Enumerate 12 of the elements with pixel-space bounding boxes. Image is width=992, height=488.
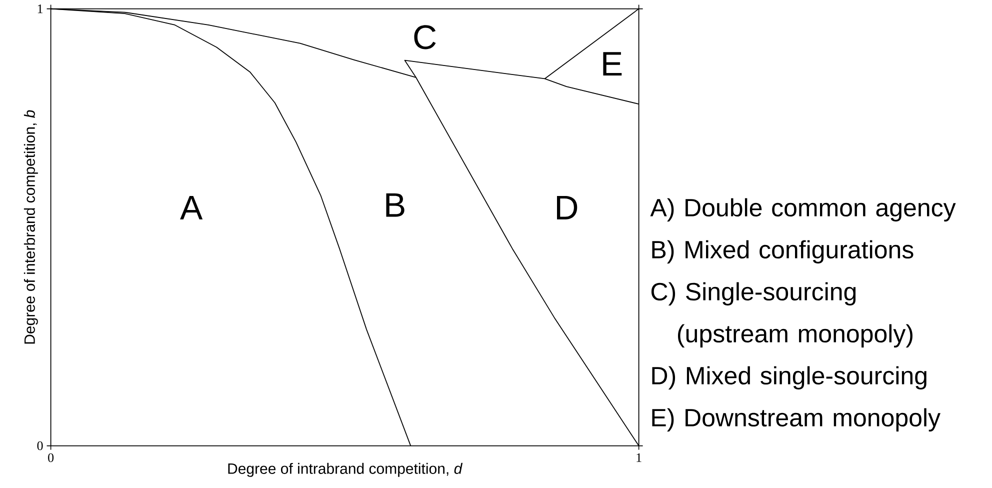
text: E) Downstream monopoly <box>652 408 940 432</box>
text: A) Double common agency <box>650 198 956 222</box>
annotation: E <box>603 52 622 76</box>
annotation: D <box>557 196 578 220</box>
annotation: B <box>386 193 404 217</box>
y-axis-title: Degree of interbrand competition, b <box>24 110 38 344</box>
x-axis-title: Degree of intrabrand competition, d <box>228 462 463 477</box>
annotation: A <box>180 196 203 220</box>
text: D) Mixed single-sourcing <box>652 366 926 390</box>
text: C) Single-sourcing (upstream monopoly) <box>651 282 912 348</box>
text: B) Mixed configurations <box>652 240 914 264</box>
annotation: C <box>414 25 436 50</box>
